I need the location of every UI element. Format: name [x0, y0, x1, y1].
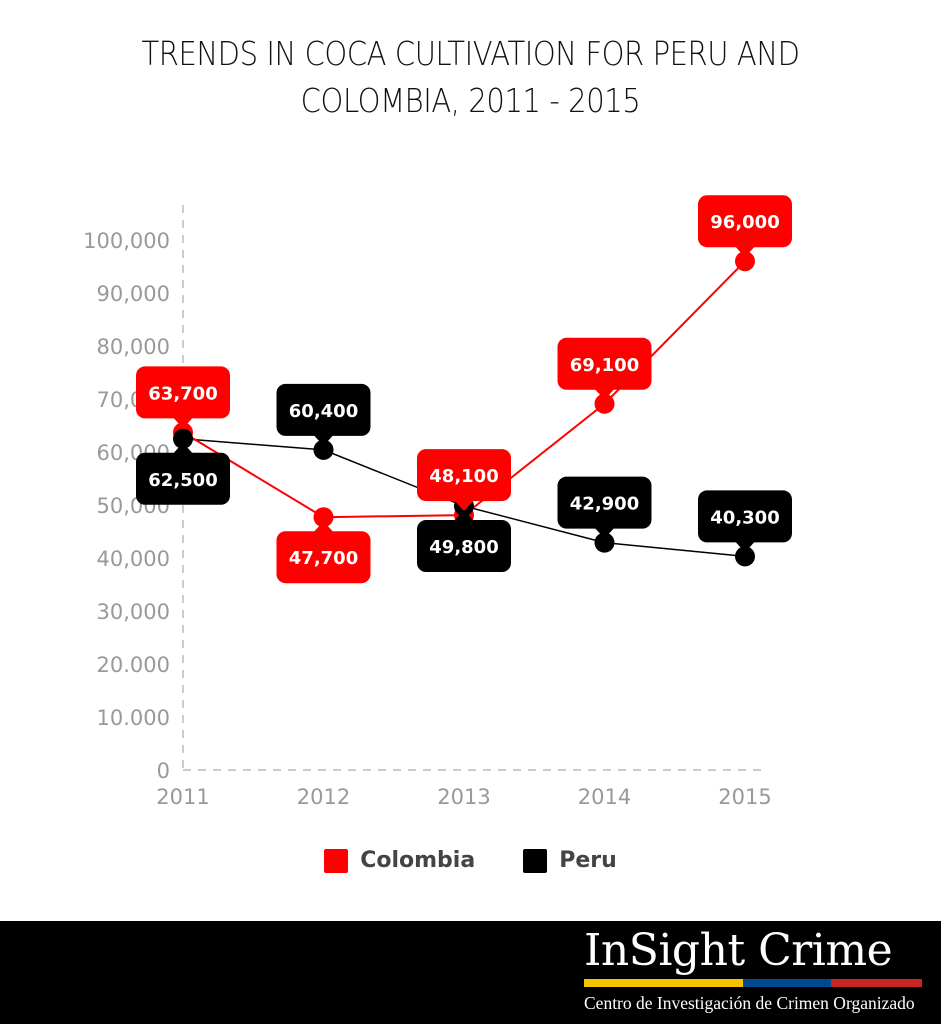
svg-text:40,300: 40,300: [710, 507, 779, 528]
svg-text:62,500: 62,500: [148, 470, 217, 491]
line-chart: 010.00020.00030,00040,00050,00060,00070,…: [83, 195, 792, 809]
y-axis-labels: 010.00020.00030,00040,00050,00060,00070,…: [83, 229, 170, 783]
legend: Colombia Peru: [0, 848, 941, 873]
chart-title: TRENDS IN COCA CULTIVATION FOR PERU AND …: [56, 30, 884, 124]
data-label-peru: 49,800: [417, 510, 511, 573]
legend-swatch-colombia: [324, 848, 349, 873]
svg-text:42,900: 42,900: [570, 494, 639, 515]
x-tick-label: 2012: [297, 785, 350, 809]
legend-item-colombia[interactable]: Colombia: [324, 848, 475, 873]
data-point-peru[interactable]: [173, 428, 193, 449]
data-label-colombia: 69,100: [557, 337, 652, 400]
y-tick-label: 100,000: [83, 229, 170, 253]
legend-label-colombia: Colombia: [360, 848, 476, 873]
x-tick-label: 2015: [718, 785, 771, 809]
data-label-colombia: 96,000: [698, 195, 792, 258]
data-label-peru: 60,400: [276, 383, 371, 446]
data-label-peru: 40,300: [698, 490, 792, 553]
x-axis-labels: 2011 2012 2013 2014 2015: [156, 785, 771, 809]
data-point-peru[interactable]: [735, 546, 755, 567]
brand-bar-blue: [742, 979, 831, 987]
brand-bar-yellow: [584, 979, 743, 987]
x-tick-label: 2014: [578, 785, 631, 809]
legend-label-peru: Peru: [559, 848, 617, 873]
y-tick-label: 0: [157, 759, 170, 783]
data-label-callouts: 63,700 47,700 48,100 69,100 96,000 62,500 60,4…: [136, 195, 792, 584]
svg-text:48,100: 48,100: [429, 466, 498, 487]
data-label-colombia: 47,700: [276, 521, 371, 584]
legend-item-peru[interactable]: Peru: [523, 848, 617, 873]
x-tick-label: 2011: [156, 785, 209, 809]
y-tick-label: 10.000: [97, 706, 170, 730]
y-tick-label: 80,000: [97, 335, 170, 359]
svg-text:49,800: 49,800: [429, 537, 498, 558]
data-label-peru: 42,900: [557, 476, 652, 539]
y-tick-label: 20.000: [97, 653, 170, 677]
data-label-peru: 62,500: [136, 442, 230, 505]
x-tick-label: 2013: [437, 785, 490, 809]
svg-text:47,700: 47,700: [289, 548, 358, 569]
brand-tagline: Centro de Investigación de Crimen Organi…: [584, 993, 915, 1013]
svg-text:69,100: 69,100: [570, 355, 639, 376]
data-point-colombia[interactable]: [594, 393, 615, 414]
brand-bar-red: [830, 979, 922, 987]
chart-axes: [182, 205, 765, 771]
brand-name: InSight Crime: [584, 925, 893, 976]
data-point-peru[interactable]: [594, 532, 615, 553]
data-label-colombia: 63,700: [136, 366, 230, 429]
data-point-peru[interactable]: [313, 439, 334, 460]
brand-color-bar: [584, 979, 922, 987]
data-label-colombia: 48,100: [417, 449, 511, 512]
chart-title-line-2: COLOMBIA, 2011 - 2015: [300, 81, 641, 120]
chart-title-line-1: TRENDS IN COCA CULTIVATION FOR PERU AND: [141, 34, 800, 73]
y-tick-label: 90,000: [97, 282, 170, 306]
brand-logo: InSight Crime Centro de Investigación de…: [584, 925, 929, 1014]
legend-swatch-peru: [523, 848, 548, 873]
svg-text:60,400: 60,400: [289, 401, 358, 422]
svg-text:63,700: 63,700: [148, 383, 217, 404]
y-tick-label: 40,000: [97, 547, 170, 571]
data-point-colombia[interactable]: [735, 251, 755, 272]
data-point-colombia[interactable]: [313, 507, 334, 528]
y-tick-label: 30,000: [97, 600, 170, 624]
footer-banner: InSight Crime Centro de Investigación de…: [0, 921, 941, 1024]
svg-text:96,000: 96,000: [710, 212, 779, 233]
